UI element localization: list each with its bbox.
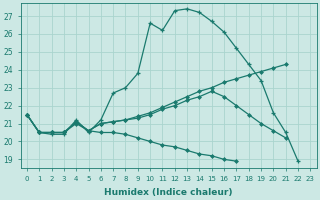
X-axis label: Humidex (Indice chaleur): Humidex (Indice chaleur) bbox=[104, 188, 233, 197]
